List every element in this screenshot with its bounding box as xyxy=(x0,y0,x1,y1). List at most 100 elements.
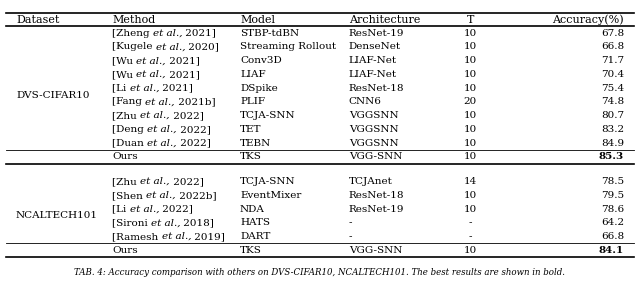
Text: -: - xyxy=(349,218,352,227)
Text: 10: 10 xyxy=(464,205,477,214)
Text: [Deng: [Deng xyxy=(112,125,147,134)
Text: [Li: [Li xyxy=(112,84,129,93)
Text: 75.4: 75.4 xyxy=(601,84,624,93)
Text: ResNet-19: ResNet-19 xyxy=(349,29,404,38)
Text: TEBN: TEBN xyxy=(240,139,271,148)
Text: 74.8: 74.8 xyxy=(601,98,624,106)
Text: et al.,: et al., xyxy=(147,125,177,134)
Text: et al.,: et al., xyxy=(151,218,180,227)
Text: Accuracy(%): Accuracy(%) xyxy=(552,14,624,25)
Text: VGG-SNN: VGG-SNN xyxy=(349,152,402,161)
Text: [Zheng: [Zheng xyxy=(112,29,153,38)
Text: 2021]: 2021] xyxy=(166,70,200,79)
Text: 66.8: 66.8 xyxy=(601,232,624,241)
Text: 2022]: 2022] xyxy=(177,125,211,134)
Text: Streaming Rollout: Streaming Rollout xyxy=(240,42,336,51)
Text: 2022]: 2022] xyxy=(159,205,193,214)
Text: 10: 10 xyxy=(464,191,477,200)
Text: Architecture: Architecture xyxy=(349,15,420,24)
Text: [Ramesh: [Ramesh xyxy=(112,232,161,241)
Text: 80.7: 80.7 xyxy=(601,111,624,120)
Text: 2022]: 2022] xyxy=(170,111,204,120)
Text: TCJAnet: TCJAnet xyxy=(349,177,393,186)
Text: ResNet-19: ResNet-19 xyxy=(349,205,404,214)
Text: -: - xyxy=(468,232,472,241)
Text: 66.8: 66.8 xyxy=(601,42,624,51)
Text: DVS-CIFAR10: DVS-CIFAR10 xyxy=(16,90,90,99)
Text: 10: 10 xyxy=(464,42,477,51)
Text: TET: TET xyxy=(240,125,262,134)
Text: 2018]: 2018] xyxy=(180,218,214,227)
Text: DenseNet: DenseNet xyxy=(349,42,401,51)
Text: et al.,: et al., xyxy=(145,98,175,106)
Text: TAB. 4: Accuracy comparison with others on DVS-CIFAR10, NCALTECH101. The best re: TAB. 4: Accuracy comparison with others … xyxy=(74,268,566,277)
Text: [Fang: [Fang xyxy=(112,98,145,106)
Text: 84.1: 84.1 xyxy=(599,246,624,255)
Text: DSpike: DSpike xyxy=(240,84,278,93)
Text: ResNet-18: ResNet-18 xyxy=(349,84,404,93)
Text: 10: 10 xyxy=(464,56,477,65)
Text: et al.,: et al., xyxy=(129,84,159,93)
Text: et al.,: et al., xyxy=(153,29,182,38)
Text: VGGSNN: VGGSNN xyxy=(349,139,399,148)
Text: et al.,: et al., xyxy=(129,205,159,214)
Text: 10: 10 xyxy=(464,125,477,134)
Text: T: T xyxy=(467,15,474,24)
Text: [Li: [Li xyxy=(112,205,129,214)
Text: NDA: NDA xyxy=(240,205,265,214)
Text: et al.,: et al., xyxy=(140,177,170,186)
Text: 10: 10 xyxy=(464,152,477,161)
Text: VGGSNN: VGGSNN xyxy=(349,111,399,120)
Text: Ours: Ours xyxy=(112,246,138,255)
Text: 10: 10 xyxy=(464,246,477,255)
Text: CNN6: CNN6 xyxy=(349,98,381,106)
Text: Model: Model xyxy=(240,15,275,24)
Text: 83.2: 83.2 xyxy=(601,125,624,134)
Text: [Wu: [Wu xyxy=(112,56,136,65)
Text: 67.8: 67.8 xyxy=(601,29,624,38)
Text: [Kugele: [Kugele xyxy=(112,42,156,51)
Text: 85.3: 85.3 xyxy=(599,152,624,161)
Text: LIAF: LIAF xyxy=(240,70,266,79)
Text: 10: 10 xyxy=(464,139,477,148)
Text: VGGSNN: VGGSNN xyxy=(349,125,399,134)
Text: 2022]: 2022] xyxy=(170,177,204,186)
Text: 78.6: 78.6 xyxy=(601,205,624,214)
Text: NCALTECH101: NCALTECH101 xyxy=(16,211,98,220)
Text: [Wu: [Wu xyxy=(112,70,136,79)
Text: et al.,: et al., xyxy=(146,191,175,200)
Text: LIAF-Net: LIAF-Net xyxy=(349,70,397,79)
Text: et al.,: et al., xyxy=(161,232,191,241)
Text: -: - xyxy=(468,218,472,227)
Text: et al.,: et al., xyxy=(136,70,166,79)
Text: LIAF-Net: LIAF-Net xyxy=(349,56,397,65)
Text: TCJA-SNN: TCJA-SNN xyxy=(240,111,296,120)
Text: et al.,: et al., xyxy=(140,111,170,120)
Text: Conv3D: Conv3D xyxy=(240,56,282,65)
Text: Ours: Ours xyxy=(112,152,138,161)
Text: 71.7: 71.7 xyxy=(601,56,624,65)
Text: TCJA-SNN: TCJA-SNN xyxy=(240,177,296,186)
Text: HATS: HATS xyxy=(240,218,270,227)
Text: [Sironi: [Sironi xyxy=(112,218,151,227)
Text: 2020]: 2020] xyxy=(185,42,219,51)
Text: DART: DART xyxy=(240,232,270,241)
Text: [Zhu: [Zhu xyxy=(112,177,140,186)
Text: 14: 14 xyxy=(464,177,477,186)
Text: EventMixer: EventMixer xyxy=(240,191,301,200)
Text: 10: 10 xyxy=(464,84,477,93)
Text: 84.9: 84.9 xyxy=(601,139,624,148)
Text: 2021b]: 2021b] xyxy=(175,98,216,106)
Text: TKS: TKS xyxy=(240,246,262,255)
Text: 2021]: 2021] xyxy=(159,84,193,93)
Text: [Duan: [Duan xyxy=(112,139,147,148)
Text: 2021]: 2021] xyxy=(166,56,200,65)
Text: 2021]: 2021] xyxy=(182,29,216,38)
Text: 79.5: 79.5 xyxy=(601,191,624,200)
Text: PLIF: PLIF xyxy=(240,98,265,106)
Text: 10: 10 xyxy=(464,111,477,120)
Text: -: - xyxy=(349,232,352,241)
Text: 2019]: 2019] xyxy=(191,232,225,241)
Text: Dataset: Dataset xyxy=(16,15,60,24)
Text: 78.5: 78.5 xyxy=(601,177,624,186)
